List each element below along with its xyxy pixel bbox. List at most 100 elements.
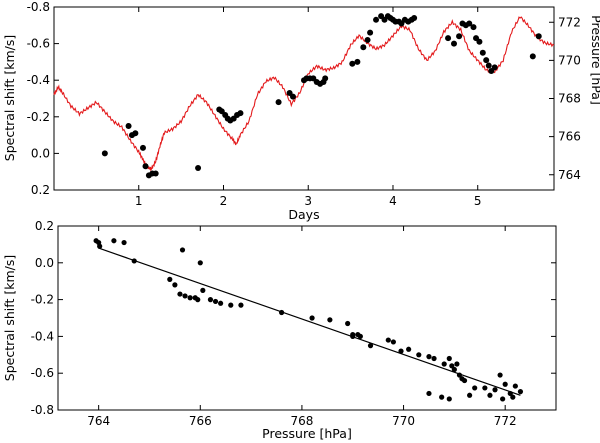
scatter-point [200, 287, 206, 293]
top-y-axis-label: Spectral shift [km/s] [2, 35, 17, 161]
scatter-point [177, 291, 183, 297]
scatter-point [439, 394, 445, 400]
bottom-y-tick-label: 0.0 [35, 256, 54, 270]
spectral-shift-point [483, 57, 490, 64]
top-x-tick-label: 2 [220, 194, 228, 208]
scatter-point [512, 383, 518, 389]
scatter-point [278, 309, 285, 316]
scatter-point [398, 348, 404, 354]
top-chart-frame [53, 6, 555, 191]
scatter-point [510, 394, 516, 400]
spectral-shift-point [132, 130, 139, 137]
scatter-point [454, 361, 460, 367]
spectral-shift-point [275, 99, 282, 106]
bottom-y-tick-label: -0.4 [31, 329, 54, 343]
bottom-y-tick-label: 0.2 [35, 219, 54, 233]
bottom-x-tick-label: 764 [87, 414, 110, 428]
scatter-point [131, 258, 137, 264]
spectral-shift-point [101, 150, 108, 157]
scatter-point [345, 320, 351, 327]
top-x-axis-label: Days [288, 207, 319, 222]
scatter-point [111, 238, 117, 244]
scatter-point [426, 354, 432, 360]
top-y-right-axis-label: Pressure [hPa] [589, 15, 600, 105]
top-y-tick-label: 0.0 [31, 146, 50, 160]
pressure-series [53, 16, 555, 172]
spectral-shift-point [491, 64, 498, 71]
spectral-shift-point [456, 33, 463, 40]
bottom-x-tick-label: 772 [494, 414, 517, 428]
spectral-shift-point [451, 40, 457, 47]
spectral-shift-point [373, 16, 380, 23]
scatter-point [167, 276, 173, 282]
scatter-point [195, 297, 201, 303]
spectral-shift-point [367, 29, 374, 36]
scatter-point [467, 392, 473, 398]
spectral-shift-point [411, 14, 418, 21]
linear-fit-series [98, 247, 521, 396]
spectral-shift-series [101, 13, 542, 179]
scatter-point [218, 300, 224, 306]
spectral-shift-point [479, 49, 486, 56]
scatter-point [517, 389, 524, 395]
top-x-tick-label: 3 [304, 194, 312, 208]
bottom-y-tick-label: -0.6 [31, 366, 54, 380]
top-y-right-tick-label: 772 [558, 15, 581, 29]
scatter-point [390, 339, 396, 345]
top-y-tick-label: -0.6 [27, 37, 50, 51]
spectral-shift-point [322, 75, 329, 82]
scatter-point [121, 239, 127, 246]
spectral-shift-point [466, 20, 473, 27]
bottom-x-tick-label: 768 [290, 414, 313, 428]
scatter-point [207, 297, 214, 303]
spectral-shift-point [125, 122, 132, 129]
spectral-shift-point [349, 60, 356, 67]
top-y-tick-label: -0.2 [27, 110, 50, 124]
scatter-point [487, 392, 493, 398]
spectral-shift-point [152, 170, 159, 177]
spectral-shift-point [289, 93, 296, 100]
top-y-tick-label: -0.8 [27, 0, 50, 14]
scatter-point [482, 385, 488, 391]
scatter-point [446, 355, 452, 362]
scatter-point [507, 390, 513, 397]
scatter-point [426, 390, 432, 397]
bottom-y-tick-label: -0.8 [31, 403, 54, 417]
top-x-tick-label: 1 [135, 194, 143, 208]
bottom-x-tick-label: 770 [392, 414, 415, 428]
spectral-shift-point [476, 38, 483, 45]
scatter-point [350, 333, 356, 339]
scatter-point [385, 337, 391, 343]
scatter-point [497, 372, 503, 378]
bottom-chart: 764 766 768 770 772 0.2 0.0 -0.2 -0.4 -0.6 -0.8 Pr… [2, 219, 557, 441]
scatter-series [93, 238, 524, 402]
scatter-point [416, 352, 422, 358]
top-y-right-tick-label: 770 [558, 53, 581, 67]
scatter-point [449, 363, 455, 369]
scatter-point [406, 346, 412, 352]
top-y-tick-label: 0.2 [31, 183, 50, 197]
spectral-shift-point [237, 110, 244, 117]
spectral-shift-point [445, 35, 452, 42]
top-axis-ticks: 1 2 3 4 5 -0.8 -0.6 -0.4 -0.2 0.0 0.2 764 766 768 770 7… [27, 0, 581, 208]
top-x-tick-label: 4 [389, 194, 397, 208]
scatter-point [431, 355, 437, 362]
scatter-point [97, 243, 103, 249]
top-y-right-tick-label: 766 [558, 130, 581, 144]
spectral-shift-point [139, 144, 146, 151]
scatter-point [357, 333, 363, 339]
bottom-axis-ticks: 764 766 768 770 772 0.2 0.0 -0.2 -0.4 -0.6 -0.8 [31, 219, 556, 428]
spectral-shift-point [142, 163, 149, 170]
spectral-shift-point [485, 62, 492, 69]
scatter-point [456, 372, 463, 378]
scatter-point [172, 282, 178, 288]
spectral-shift-point [354, 58, 361, 65]
scatter-point [367, 343, 374, 349]
spectral-shift-point [360, 44, 367, 51]
bottom-y-tick-label: -0.2 [31, 293, 54, 307]
scatter-point [197, 260, 203, 266]
bottom-x-axis-label: Pressure [hPa] [262, 426, 352, 441]
scatter-point [446, 396, 452, 402]
spectral-shift-point [529, 53, 536, 60]
